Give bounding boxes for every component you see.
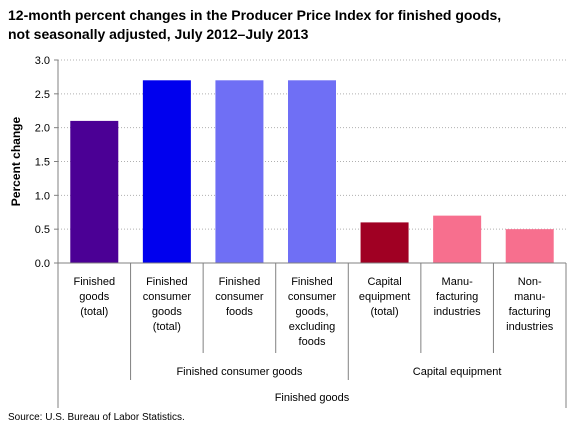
group-label-consumer: Finished consumer goods [176, 366, 302, 378]
category-label: Finished goods (total) [73, 276, 115, 318]
group-label-overall: Finished goods [275, 392, 350, 404]
bar [505, 229, 554, 263]
group-label-capital: Capital equipment [413, 366, 502, 378]
bar [215, 80, 264, 263]
category-label: Finished consumer foods [215, 276, 264, 318]
y-tick-label: 2.0 [35, 123, 50, 135]
y-tick-label: 0.5 [35, 224, 50, 236]
title-line-2: not seasonally adjusted, July 2012–July … [8, 26, 309, 42]
bar [70, 120, 119, 264]
bar [360, 222, 409, 263]
y-tick-label: 0.0 [35, 258, 50, 270]
category-label: Non-manu-facturing industries [506, 276, 554, 333]
category-label: Manu-facturing industries [434, 276, 482, 318]
chart-title: 12-month percent changes in the Producer… [8, 6, 568, 44]
bar [433, 215, 482, 263]
title-line-1: 12-month percent changes in the Producer… [8, 7, 502, 23]
category-label: Capital equipment (total) [359, 276, 410, 318]
y-tick-label: 1.5 [35, 157, 50, 169]
category-label: Finished consumer goods (total) [143, 276, 192, 333]
y-tick-label: 2.5 [35, 89, 50, 101]
source-note: Source: U.S. Bureau of Labor Statistics. [8, 412, 185, 423]
category-label: Finished consumer goods, excluding foods [288, 276, 337, 348]
bar [142, 80, 191, 263]
y-tick-label: 3.0 [35, 55, 50, 67]
y-tick-label: 1.0 [35, 190, 50, 202]
y-axis-label: Percent change [9, 116, 23, 206]
bar [288, 80, 336, 263]
